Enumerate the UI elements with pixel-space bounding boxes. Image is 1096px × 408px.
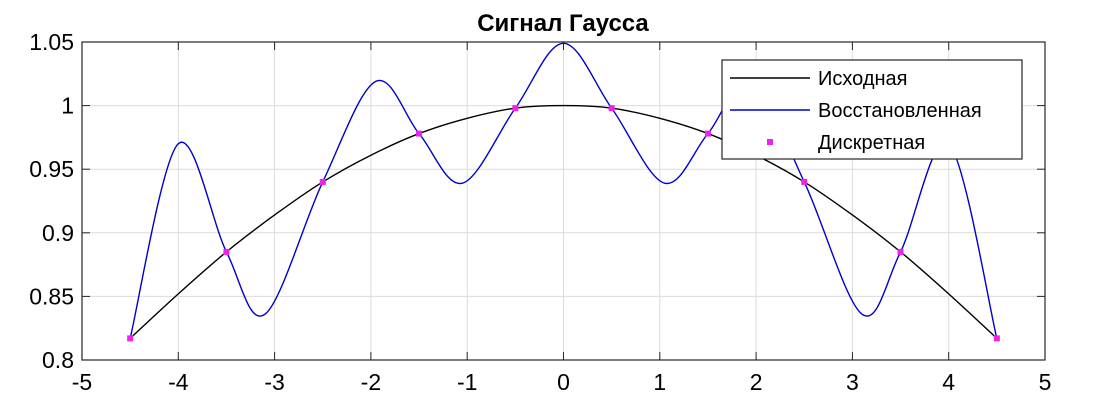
discrete-point (127, 335, 134, 342)
discrete-point (416, 130, 423, 137)
y-tick-label: 0.9 (42, 220, 74, 246)
discrete-point (993, 335, 1000, 342)
x-tick-label: 2 (750, 369, 763, 395)
x-tick-label: 5 (1039, 369, 1052, 395)
x-tick-label: 4 (942, 369, 955, 395)
discrete-point (319, 178, 326, 185)
x-tick-label: 1 (653, 369, 666, 395)
discrete-point (223, 248, 230, 255)
x-tick-label: 0 (557, 369, 570, 395)
y-tick-label: 0.8 (42, 347, 74, 373)
ticks: -5 -4 -3 -2 -1 0 1 2 3 4 5 0.8 0.85 0.9 0.95 1 1.05 (29, 29, 1051, 395)
y-tick-label: 1 (61, 93, 74, 119)
y-tick-label: 0.95 (29, 156, 74, 182)
legend-label-discrete: Дискретная (818, 132, 925, 154)
discrete-point (897, 248, 904, 255)
legend-label-restored: Восстановленная (818, 100, 982, 122)
y-tick-label: 0.85 (29, 283, 74, 309)
legend-marker-discrete (767, 139, 773, 145)
series-line-0 (129, 104, 998, 339)
discrete-point (608, 105, 615, 112)
x-tick-label: -3 (264, 369, 284, 395)
discrete-point (801, 178, 808, 185)
x-tick-label: -5 (72, 369, 92, 395)
x-tick-label: 3 (846, 369, 859, 395)
x-tick-label: -4 (168, 369, 189, 395)
legend: Исходная Восстановленная Дискретная (721, 59, 1023, 160)
x-tick-label: -1 (457, 369, 477, 395)
chart-title: Сигнал Гаусса (477, 10, 649, 37)
y-tick-label: 1.05 (29, 29, 74, 55)
x-tick-label: -2 (361, 369, 381, 395)
discrete-point (704, 130, 711, 137)
legend-label-original: Исходная (818, 68, 908, 90)
discrete-point (512, 105, 519, 112)
